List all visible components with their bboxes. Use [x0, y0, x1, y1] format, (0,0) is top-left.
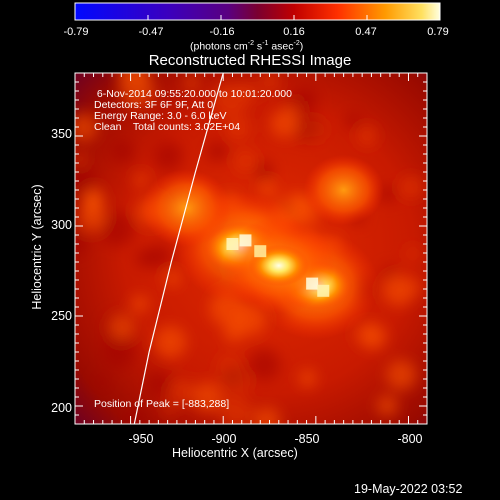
colorbar-tick-label: 0.16	[283, 26, 305, 38]
chart-title: Reconstructed RHESSI Image	[148, 52, 352, 69]
texture-blob	[222, 364, 245, 388]
info-energy-range: Energy Range: 3.0 - 6.0 keV	[94, 110, 227, 122]
texture-blob	[212, 81, 248, 118]
texture-blob	[130, 295, 149, 313]
y-tick-label: 250	[51, 309, 72, 323]
texture-blob	[357, 125, 378, 146]
texture-blob	[153, 325, 187, 359]
bright-pixel	[239, 234, 252, 247]
texture-blob	[292, 112, 322, 142]
texture-blob	[226, 116, 250, 140]
bright-pixel	[226, 238, 239, 250]
texture-blob	[134, 173, 147, 187]
colorbar-tick-label: -0.47	[138, 26, 164, 38]
texture-blob	[111, 140, 135, 163]
texture-blob	[153, 141, 183, 171]
texture-blob	[287, 193, 307, 213]
y-axis-label: Heliocentric Y (arcsec)	[30, 184, 44, 310]
texture-blob	[234, 150, 257, 172]
texture-blob	[298, 369, 317, 387]
info-total-counts: Clean Total counts: 3.02E+04	[94, 121, 241, 133]
texture-blob	[259, 181, 276, 197]
info-detectors: Detectors: 3F 6F 9F, Att 0	[94, 99, 214, 111]
colorbar-tick-label: 0.47	[355, 26, 377, 38]
texture-blob	[360, 323, 387, 350]
texture-blob	[95, 375, 110, 390]
colorbar-ticks	[74, 15, 441, 20]
texture-blob	[206, 140, 229, 163]
texture-blob	[75, 112, 99, 142]
texture-blob	[75, 232, 87, 256]
texture-blob	[117, 73, 150, 91]
texture-blob	[109, 314, 136, 341]
colorbar	[74, 2, 441, 21]
colorbar-tick-label: 0.79	[427, 26, 449, 38]
x-tick-label: -800	[397, 432, 423, 446]
texture-blob	[100, 211, 135, 247]
texture-blob	[162, 402, 175, 415]
texture-blob	[399, 175, 423, 199]
texture-blob	[219, 395, 253, 424]
texture-blob	[247, 348, 281, 381]
peak-position-text: Position of Peak = [-883,288]	[94, 398, 230, 410]
info-time-range: 6-Nov-2014 09:55:20.000 to 10:01:20.000	[94, 88, 292, 100]
source-halo	[303, 154, 384, 226]
solar-limb-line	[133, 72, 224, 425]
texture-blob	[403, 276, 424, 297]
y-tick-label: 350	[51, 127, 72, 141]
x-tick-label: -900	[211, 432, 237, 446]
bright-pixel	[306, 277, 319, 290]
texture-blob	[169, 378, 196, 405]
axis-ticks	[75, 72, 428, 424]
texture-blob	[345, 112, 362, 129]
texture-blob	[386, 360, 417, 390]
colorbar-gradient	[74, 2, 441, 21]
colorbar-tick-label: -0.16	[209, 26, 235, 38]
texture-blob	[406, 247, 420, 260]
texture-blob	[123, 407, 147, 424]
colorbar-unit: (photons cm-2 s-1 asec-2)	[190, 40, 304, 53]
x-tick-label: -850	[294, 432, 320, 446]
texture-blob	[102, 334, 136, 369]
x-axis-label: Heliocentric X (arcsec)	[172, 446, 298, 460]
footer-timestamp: 19-May-2022 03:52	[354, 482, 463, 496]
colorbar-tick-label: -0.79	[63, 26, 89, 38]
texture-blob	[253, 160, 275, 182]
texture-blob	[147, 243, 174, 270]
texture-blob	[260, 73, 281, 92]
texture-blob	[184, 75, 199, 90]
bright-pixel	[254, 245, 267, 258]
texture-blob	[270, 109, 299, 138]
y-tick-label: 300	[51, 218, 72, 232]
texture-blob	[147, 371, 171, 395]
bright-pixel	[317, 284, 330, 297]
texture-blob	[376, 395, 398, 417]
x-tick-label: -950	[128, 432, 154, 446]
texture-blob	[192, 381, 224, 412]
y-tick-label: 200	[51, 401, 72, 415]
texture-blob	[253, 406, 281, 424]
texture-blob	[75, 168, 96, 196]
